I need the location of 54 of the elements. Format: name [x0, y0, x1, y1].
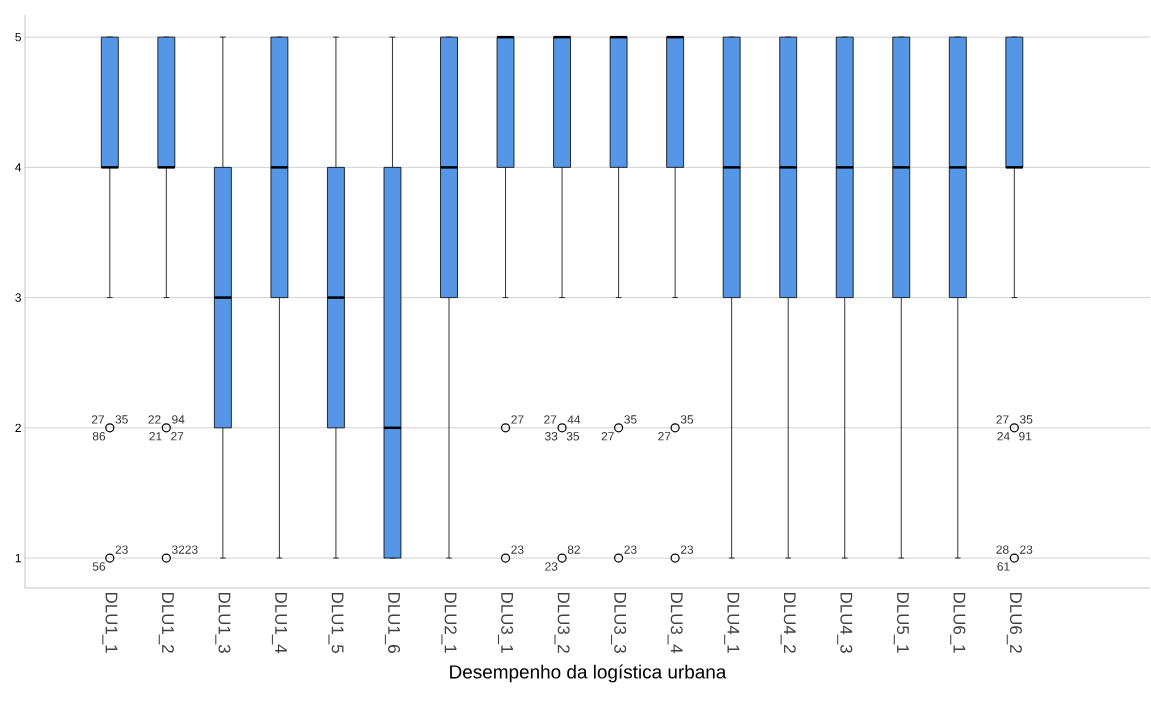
x-tick-label: DLU1_3 [215, 592, 231, 653]
x-tick-label: DLU6_2 [1006, 592, 1022, 653]
annotation: 33 [545, 432, 558, 441]
y-tick-label: 3 [15, 293, 21, 302]
x-tick-label: DLU4_1 [724, 592, 740, 653]
annotation: 23 [624, 545, 637, 554]
x-tick-label: DLU6_1 [950, 592, 966, 653]
y-tick-label: 4 [15, 163, 22, 172]
x-tick-label: DLU2_1 [441, 592, 457, 653]
annotation: 27 [658, 432, 671, 441]
annotation: 35 [624, 415, 637, 424]
x-tick-label: DLU1_2 [158, 592, 174, 653]
annotation: 3223 [171, 545, 198, 554]
annotation: 22 [148, 415, 161, 424]
y-tick-label: 5 [15, 32, 21, 42]
annotation: 23 [545, 562, 558, 571]
x-tick-label: DLU1_4 [271, 592, 287, 654]
annotation: 35 [680, 415, 694, 424]
annotation: 27 [171, 432, 184, 441]
annotation: 27 [544, 415, 557, 424]
x-tick-label: DLU4_2 [780, 592, 796, 653]
annotation: 27 [601, 432, 614, 441]
annotation: 21 [149, 432, 162, 441]
annotation: 86 [92, 432, 106, 441]
annotation: 28 [996, 545, 1009, 554]
y-tick-label: 1 [15, 553, 21, 563]
x-tick-label: DLU1_6 [384, 592, 401, 653]
x-tick-label: DLU1_5 [328, 592, 344, 653]
x-tick-label: DLU1_1 [102, 592, 118, 653]
x-axis-title: Desempenho da logística urbana [450, 664, 727, 683]
x-tick-label: DLU3_3 [611, 592, 627, 653]
x-tick-label: DLU4_3 [837, 592, 853, 653]
annotation: 23 [511, 545, 524, 554]
y-tick-label: 2 [15, 423, 21, 432]
annotation: 35 [566, 432, 580, 441]
annotation: 23 [680, 545, 694, 554]
x-tick-label: DLU3_2 [554, 592, 570, 653]
annotation: 94 [172, 415, 185, 424]
annotation: 91 [1019, 432, 1032, 441]
annotation: 35 [115, 415, 128, 424]
annotation: 27 [91, 415, 104, 424]
annotation: 44 [567, 415, 581, 424]
annotation: 35 [1019, 415, 1033, 424]
annotation: 24 [997, 432, 1010, 441]
x-tick-label: DLU5_1 [893, 592, 909, 653]
x-tick-label: DLU3_1 [497, 592, 514, 653]
annotation: 27 [996, 415, 1009, 424]
annotation: 82 [567, 545, 580, 554]
annotation: 23 [115, 545, 128, 554]
x-tick-label: DLU3_4 [667, 592, 683, 654]
annotation: 56 [92, 562, 106, 571]
annotation: 61 [997, 562, 1010, 571]
annotation: 23 [1020, 545, 1033, 554]
annotation: 27 [511, 415, 524, 424]
